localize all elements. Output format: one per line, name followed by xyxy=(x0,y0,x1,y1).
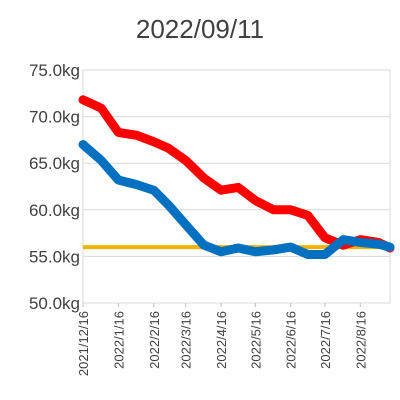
x-tick-label: 2022/3/16 xyxy=(179,311,194,369)
x-tick-label: 2022/6/16 xyxy=(284,311,299,369)
y-tick-label: 50.0kg xyxy=(29,294,80,313)
y-tick-label: 55.0kg xyxy=(29,247,80,266)
x-tick-label: 2022/8/16 xyxy=(353,311,368,369)
x-tick-label: 2022/5/16 xyxy=(248,311,263,369)
y-tick-label: 60.0kg xyxy=(29,201,80,220)
y-tick-label: 75.0kg xyxy=(29,61,80,80)
x-tick-label: 2021/12/16 xyxy=(76,311,91,376)
x-tick-label: 2022/2/16 xyxy=(147,311,162,369)
x-tick-label: 2022/1/16 xyxy=(111,311,126,369)
y-tick-label: 70.0kg xyxy=(29,108,80,127)
y-tick-label: 65.0kg xyxy=(29,154,80,173)
chart-title: 2022/09/11 xyxy=(136,14,264,44)
series-line xyxy=(78,140,395,260)
x-tick-label: 2022/7/16 xyxy=(318,311,333,369)
x-tick-label: 2022/4/16 xyxy=(214,311,229,369)
